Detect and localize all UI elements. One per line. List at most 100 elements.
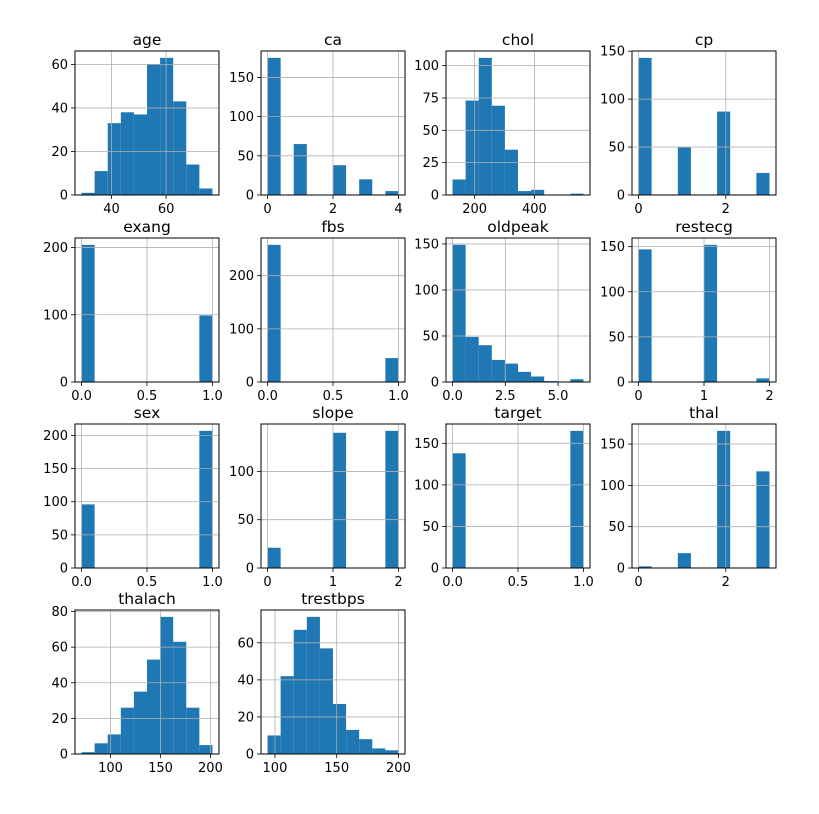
x-tick-label: 2 xyxy=(329,202,337,217)
subplot-title: slope xyxy=(312,404,353,422)
bar xyxy=(107,734,121,754)
bar xyxy=(478,345,492,382)
y-tick-label: 40 xyxy=(237,673,254,688)
y-tick-label: 50 xyxy=(422,329,439,344)
y-tick-label: 200 xyxy=(229,269,254,284)
subplot-title: thal xyxy=(689,404,719,422)
subplot-title: ca xyxy=(324,31,342,49)
subplot-ca: 0 2 4 0 50 100 150 ca xyxy=(229,31,406,217)
x-tick-label: 40 xyxy=(103,202,120,217)
bar xyxy=(199,315,213,382)
y-tick-label: 20 xyxy=(237,710,254,725)
y-tick-label: 150 xyxy=(600,438,625,453)
x-tick-label: 150 xyxy=(148,761,173,776)
y-tick-label: 100 xyxy=(414,283,439,298)
x-tick-label: 200 xyxy=(198,761,223,776)
bar xyxy=(199,745,213,754)
x-tick-label: 100 xyxy=(263,761,288,776)
bar xyxy=(199,188,213,195)
bar xyxy=(385,358,399,382)
y-tick-label: 50 xyxy=(422,124,439,139)
bar xyxy=(267,244,281,382)
axes-frame xyxy=(445,237,591,383)
y-tick-label: 0 xyxy=(431,376,439,391)
y-tick-label: 50 xyxy=(608,520,625,535)
x-tick-label: 1.0 xyxy=(202,575,223,590)
bar xyxy=(333,703,347,754)
x-tick-label: 0.5 xyxy=(137,575,158,590)
x-tick-label: 0.0 xyxy=(71,575,92,590)
x-tick-label: 0 xyxy=(634,389,642,404)
subplot-title: oldpeak xyxy=(487,218,549,236)
bar xyxy=(756,172,770,195)
bar xyxy=(504,363,518,382)
y-tick-label: 60 xyxy=(237,636,254,651)
subplot-thal: 0 2 0 50 100 150 thal xyxy=(600,404,777,590)
bar xyxy=(359,739,373,754)
y-tick-label: 40 xyxy=(51,676,68,691)
x-tick-label: 200 xyxy=(462,202,487,217)
subplot-title: restecg xyxy=(675,218,733,236)
axes-frame xyxy=(74,50,220,196)
y-tick-label: 100 xyxy=(414,59,439,74)
bar xyxy=(677,147,691,195)
x-tick-label: 1.0 xyxy=(388,389,409,404)
bar xyxy=(147,659,161,754)
y-tick-label: 100 xyxy=(600,285,625,300)
axes-frame xyxy=(631,237,777,383)
y-tick-label: 100 xyxy=(43,308,68,323)
y-tick-label: 0 xyxy=(617,189,625,204)
x-tick-label: 2 xyxy=(722,575,730,590)
bar xyxy=(319,648,333,754)
bar xyxy=(267,547,281,568)
y-tick-label: 50 xyxy=(608,330,625,345)
x-tick-label: 0 xyxy=(634,202,642,217)
bar xyxy=(160,57,174,195)
y-tick-label: 0 xyxy=(246,562,254,577)
y-tick-label: 0 xyxy=(60,748,68,763)
bar xyxy=(638,566,652,568)
axes-frame xyxy=(74,237,220,383)
x-tick-label: 2 xyxy=(394,575,402,590)
y-tick-label: 20 xyxy=(51,145,68,160)
bar xyxy=(677,553,691,568)
bar xyxy=(385,191,399,195)
bar xyxy=(638,57,652,195)
y-tick-label: 0 xyxy=(60,376,68,391)
x-tick-label: 60 xyxy=(158,202,175,217)
axes-frame xyxy=(260,609,406,755)
bar xyxy=(120,112,134,195)
y-tick-label: 0 xyxy=(246,748,254,763)
subplot-fbs: 0.0 0.5 1.0 0 100 200 fbs xyxy=(229,218,409,404)
bar xyxy=(465,100,479,195)
x-tick-label: 0 xyxy=(634,575,642,590)
axes-frame xyxy=(74,423,220,569)
bar xyxy=(280,676,294,754)
y-tick-label: 0 xyxy=(60,189,68,204)
x-tick-label: 5.0 xyxy=(548,389,569,404)
bar xyxy=(120,707,134,754)
bar xyxy=(704,244,718,382)
y-tick-label: 100 xyxy=(229,110,254,125)
bar xyxy=(491,359,505,382)
x-tick-label: 1 xyxy=(700,389,708,404)
subplot-trestbps: 100 150 200 0 20 40 60 trestbps xyxy=(237,590,410,776)
bar xyxy=(756,378,770,382)
subplot-title: chol xyxy=(502,31,534,49)
x-tick-label: 0 xyxy=(263,575,271,590)
y-tick-label: 60 xyxy=(51,58,68,73)
bar xyxy=(452,244,466,382)
y-tick-label: 150 xyxy=(414,237,439,252)
axes-frame xyxy=(445,50,591,196)
x-tick-label: 4 xyxy=(394,202,402,217)
y-tick-label: 100 xyxy=(229,322,254,337)
bar xyxy=(94,743,108,754)
y-tick-label: 150 xyxy=(414,437,439,452)
y-tick-label: 60 xyxy=(51,641,68,656)
subplot-thalach: 100 150 200 0 20 40 60 80 thalach xyxy=(51,590,222,776)
x-tick-label: 0.5 xyxy=(137,389,158,404)
x-tick-label: 1.0 xyxy=(202,389,223,404)
subplot-title: sex xyxy=(134,404,161,422)
axes-frame xyxy=(260,423,406,569)
